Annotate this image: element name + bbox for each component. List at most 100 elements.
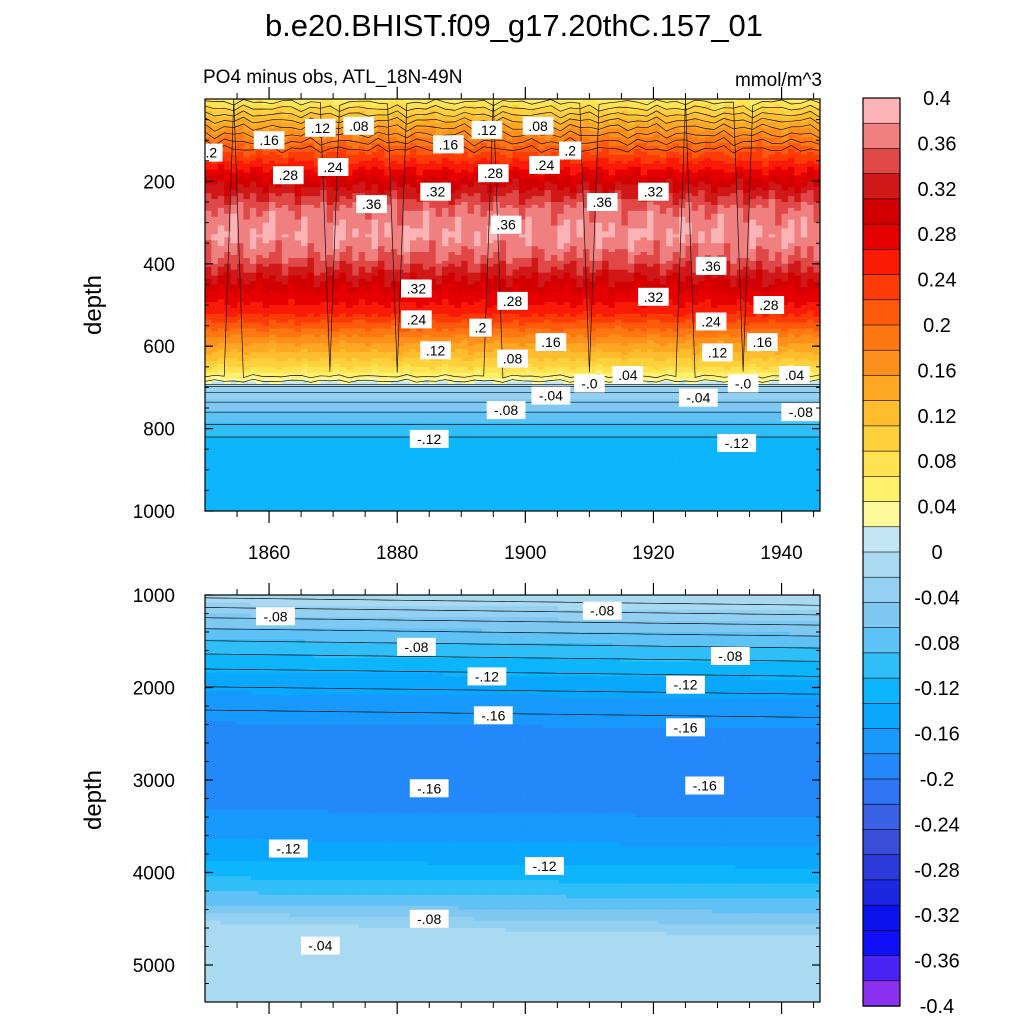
field-cell [269,151,277,156]
field-cell [365,157,373,162]
field-cell [301,307,309,312]
field-cell [249,160,257,165]
field-cell [211,160,219,165]
field-cell [275,410,283,415]
field-cell [377,137,385,141]
field-cell [352,302,360,306]
field-cell [345,204,353,209]
field-cell [377,381,385,386]
field-cell [326,393,334,397]
field-cell [256,260,264,265]
field-cell [294,366,302,371]
field-cell [326,210,334,215]
field-cell [211,463,219,468]
field-cell [365,434,373,439]
field-cell [307,175,315,180]
field-cell [211,360,219,365]
field-cell [333,199,341,203]
field-cell [294,325,302,330]
field-cell [294,355,302,359]
field-cell [333,210,341,215]
field-cell [269,181,277,185]
field-cell [281,204,289,209]
field-cell [301,363,309,368]
field-cell [288,160,296,165]
field-cell [269,269,277,274]
field-cell [205,137,213,141]
field-cell [275,101,283,106]
field-cell [217,310,225,315]
field-cell [217,225,225,230]
field-cell [243,243,251,247]
field-cell [352,325,360,330]
field-cell [326,337,334,341]
field-cell [243,499,251,503]
field-cell [243,305,251,309]
field-cell [320,310,328,315]
field-cell [371,434,379,439]
field-cell [281,184,289,188]
field-cell [307,478,315,483]
field-cell [224,190,232,194]
field-cell [377,378,385,383]
field-cell [333,266,341,271]
field-cell [339,184,347,188]
field-cell [384,172,392,177]
field-cell [358,408,366,412]
field-cell [237,187,245,191]
field-cell [345,349,353,353]
field-cell [320,325,328,330]
field-cell [352,340,360,344]
field-cell [269,252,277,256]
field-cell [365,340,373,344]
field-cell [352,428,360,433]
field-cell [205,166,213,171]
field-cell [224,107,232,112]
field-cell [377,151,385,156]
field-cell [256,446,264,450]
field-cell [294,163,302,168]
field-cell [294,237,302,241]
field-cell [224,293,232,297]
field-cell [243,434,251,439]
field-cell [307,437,315,441]
field-cell [243,396,251,400]
field-cell [339,190,347,194]
field-cell [294,505,302,509]
field-cell [281,257,289,262]
field-cell [365,169,373,174]
field-cell [307,469,315,474]
field-cell [320,287,328,291]
field-cell [275,275,283,280]
field-cell [345,357,353,362]
field-cell [249,213,257,218]
field-cell [288,281,296,285]
field-cell [384,157,392,162]
field-cell [243,184,251,188]
field-cell [211,328,219,333]
field-cell [371,393,379,397]
field-cell [326,387,334,391]
field-cell [211,257,219,262]
field-cell [294,293,302,297]
field-cell [249,316,257,321]
field-cell [333,287,341,291]
field-cell [339,393,347,397]
field-cell [262,496,270,500]
field-cell [320,363,328,368]
field-cell [205,428,213,433]
field-cell [371,146,379,150]
field-cell [326,413,334,418]
field-cell [205,357,213,362]
field-cell [307,319,315,324]
field-cell [237,216,245,221]
field-cell [313,234,321,238]
field-cell [256,322,264,327]
field-cell [371,299,379,303]
field-cell [249,434,257,439]
field-cell [275,228,283,233]
field-cell [230,434,238,439]
field-cell [371,502,379,506]
field-cell [333,387,341,391]
field-cell [377,434,385,439]
